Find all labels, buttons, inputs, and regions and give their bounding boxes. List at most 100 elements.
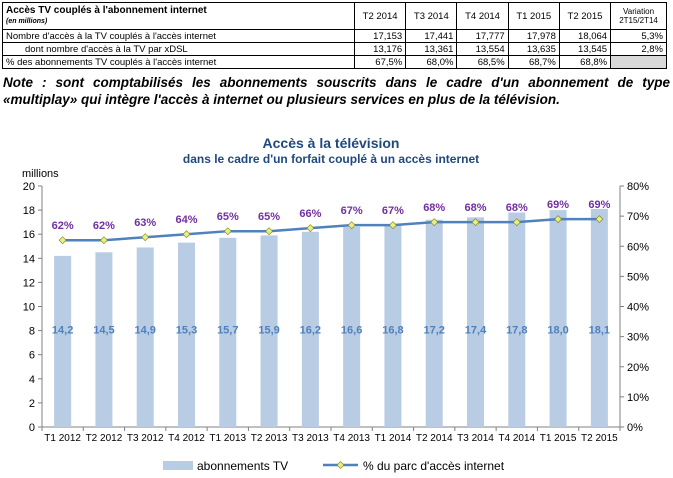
bar [95,252,113,427]
line-value-label: 65% [217,211,239,223]
line-value-label: 69% [547,199,569,211]
x-tick-label: T1 2014 [375,433,412,444]
legend-label-bars: abonnements TV [197,459,288,473]
y-tick-label-right: 20% [627,362,649,374]
bar-value-label: 18,0 [547,325,568,337]
legend-label-line: % du parc d'accès internet [363,459,505,473]
variation-line2: 2T15/2T14 [619,16,658,25]
y-tick-label-left: 6 [29,350,35,362]
x-tick-label: T3 2012 [127,433,164,444]
line-point [100,236,108,245]
bar [549,210,567,427]
line-point [265,227,273,236]
bar [54,255,72,427]
note-text: Note : sont comptabilisés les abonnement… [3,75,670,107]
bar [384,224,402,427]
col-header-variation: Variation 2T15/2T14 [610,2,667,30]
y-tick-label-left: 18 [23,205,35,217]
y-tick-label-right: 70% [627,211,649,223]
chart-title: Accès à la télévision [263,135,400,151]
x-tick-label: T2 2014 [416,433,453,444]
bar-value-label: 16,6 [341,325,362,337]
line-value-label: 63% [134,217,156,229]
row-label: % des abonnements TV couplés à l'accès i… [2,55,355,69]
x-tick-label: T2 2013 [251,433,288,444]
line-series [62,217,600,242]
line-value-label: 66% [299,208,321,220]
bar-value-label: 16,2 [300,325,321,337]
bar [219,237,237,427]
line-point [554,215,562,224]
variation-cell-empty [610,55,667,69]
bar-value-label: 14,5 [93,325,114,337]
y-tick-label-left: 16 [23,229,35,241]
y-tick-label-left: 4 [29,374,35,386]
y-tick-label-right: 40% [627,302,649,314]
bar-value-label: 14,9 [135,325,156,337]
y-tick-label-right: 80% [627,181,649,193]
stats-table: Accès TV couplés à l'abonnement internet… [2,2,667,69]
bar-value-label: 15,7 [217,325,238,337]
table-cell: 68,8% [558,55,612,69]
x-tick-label: T1 2013 [209,433,246,444]
y-tick-label-right: 60% [627,241,649,253]
line-point [141,233,150,242]
line-point [58,236,67,245]
x-tick-label: T1 2015 [540,433,577,444]
bar-value-label: 17,4 [465,325,487,337]
y-tick-label-left: 0 [29,422,35,434]
bar [508,212,526,427]
bar [425,219,443,427]
x-tick-label: T4 2012 [168,433,205,444]
line-point [223,227,232,236]
table-subtitle: (en millions) [6,18,48,25]
x-tick-label: T4 2013 [333,433,370,444]
table-row: dont nombre d'accès à la TV par xDSL 13,… [2,42,667,56]
y-tick-label-left: 12 [23,277,35,289]
line-value-label: 62% [52,220,74,232]
table-cell: 68,7% [507,55,560,69]
variation-cell: 2,8% [610,42,667,56]
variation-line1: Variation [623,7,655,16]
bar [178,242,195,427]
x-tick-label: T2 2012 [86,433,123,444]
line-value-label: 67% [382,205,404,217]
line-value-label: 64% [175,214,197,226]
x-tick-label: T3 2014 [457,433,494,444]
y-tick-label-left: 10 [23,302,35,314]
line-value-label: 68% [423,202,445,214]
line-point [471,218,480,227]
x-tick-label: T1 2012 [44,433,81,444]
line-value-label: 68% [464,202,486,214]
y-tick-label-left: 20 [23,181,35,193]
line-value-label: 68% [506,202,528,214]
line-point [306,224,315,233]
bar-value-label: 17,2 [424,325,445,337]
line-point [182,230,191,239]
bar [467,217,484,427]
bar [590,208,608,427]
y-tick-label-left: 14 [23,253,35,265]
bar-value-label: 15,9 [258,325,279,337]
bar-value-label: 14,2 [52,325,73,337]
line-value-label: 65% [258,211,280,223]
y-tick-label-right: 50% [627,271,649,283]
bar-value-label: 18,1 [589,325,610,337]
y-tick-label-left: 8 [29,326,35,338]
table-header-row: Accès TV couplés à l'abonnement internet… [2,2,667,30]
line-point [595,215,604,224]
line-value-label: 67% [341,205,363,217]
y-tick-label-right: 10% [627,392,649,404]
legend-swatch-bars [163,461,193,470]
bar [260,235,278,427]
line-point [347,221,356,230]
table-cell: 13,545 [558,42,612,56]
line-point [512,218,521,227]
bar [301,231,319,427]
line-point [430,218,439,227]
bar-value-label: 15,3 [176,325,197,337]
bar [136,247,154,427]
y-tick-label-left: 2 [29,398,35,410]
bar-value-label: 17,8 [506,325,527,337]
